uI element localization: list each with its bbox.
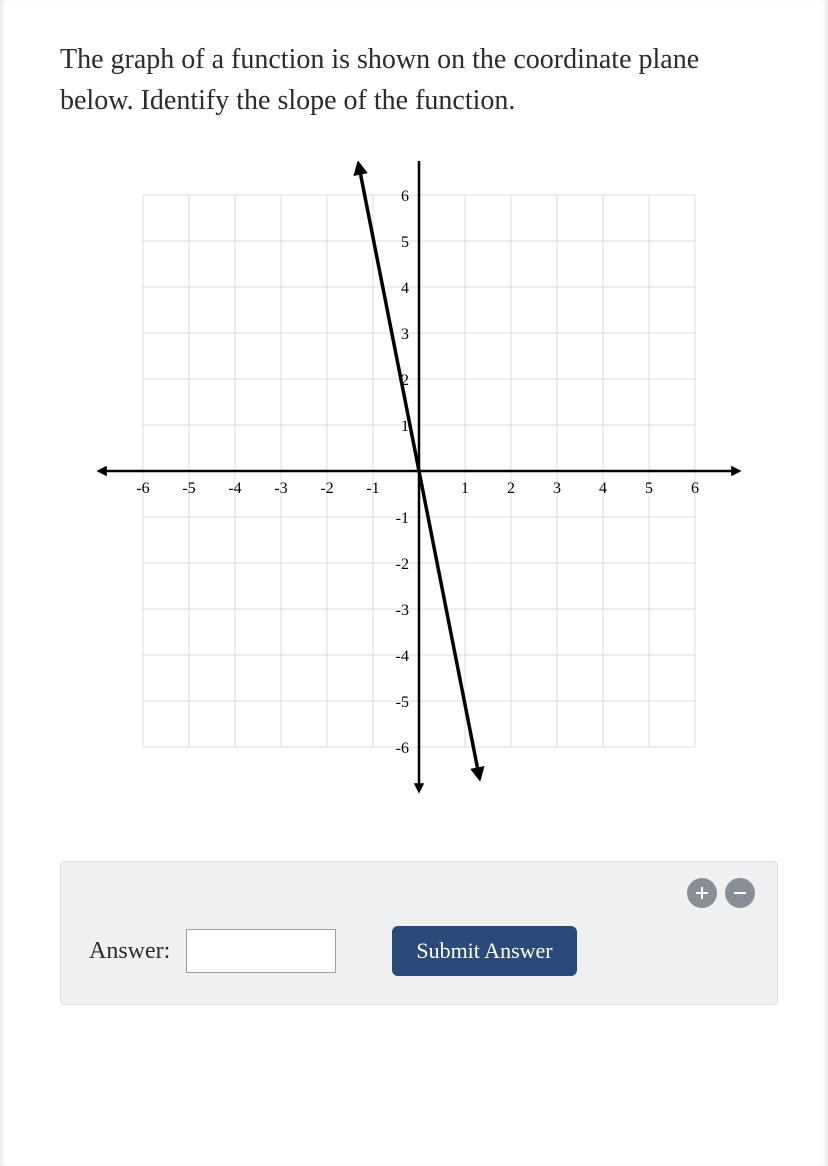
svg-text:-5: -5 <box>182 480 195 497</box>
answer-panel: Answer: Submit Answer <box>60 861 778 1005</box>
svg-text:4: 4 <box>599 480 607 497</box>
svg-text:-3: -3 <box>274 480 287 497</box>
svg-text:3: 3 <box>401 326 409 343</box>
svg-text:-2: -2 <box>396 556 409 573</box>
svg-text:6: 6 <box>691 480 699 497</box>
svg-text:5: 5 <box>401 234 409 251</box>
svg-text:-4: -4 <box>228 480 241 497</box>
svg-text:-5: -5 <box>396 694 409 711</box>
svg-text:-1: -1 <box>366 480 379 497</box>
svg-text:6: 6 <box>401 188 409 205</box>
question-text: The graph of a function is shown on the … <box>60 40 778 121</box>
svg-text:3: 3 <box>553 480 561 497</box>
zoom-in-button[interactable] <box>687 878 717 908</box>
svg-text:2: 2 <box>507 480 515 497</box>
svg-text:-6: -6 <box>396 740 409 757</box>
svg-text:-3: -3 <box>396 602 409 619</box>
svg-text:4: 4 <box>401 280 409 297</box>
minus-icon <box>732 885 748 901</box>
svg-text:-6: -6 <box>136 480 149 497</box>
submit-button[interactable]: Submit Answer <box>392 926 576 976</box>
chart-container: -6-5-4-3-2-1123456-6-5-4-3-2-1123456xy <box>60 161 778 801</box>
plus-icon <box>694 885 710 901</box>
page-container: The graph of a function is shown on the … <box>0 0 828 1166</box>
answer-label: Answer: <box>89 938 170 965</box>
zoom-out-button[interactable] <box>725 878 755 908</box>
answer-input[interactable] <box>186 929 336 973</box>
svg-text:-1: -1 <box>396 510 409 527</box>
answer-row: Answer: Submit Answer <box>89 926 749 976</box>
coordinate-chart: -6-5-4-3-2-1123456-6-5-4-3-2-1123456xy <box>89 161 749 801</box>
panel-icon-row <box>687 878 755 908</box>
svg-text:5: 5 <box>645 480 653 497</box>
svg-text:-2: -2 <box>320 480 333 497</box>
svg-text:-4: -4 <box>396 648 409 665</box>
svg-text:1: 1 <box>461 480 469 497</box>
